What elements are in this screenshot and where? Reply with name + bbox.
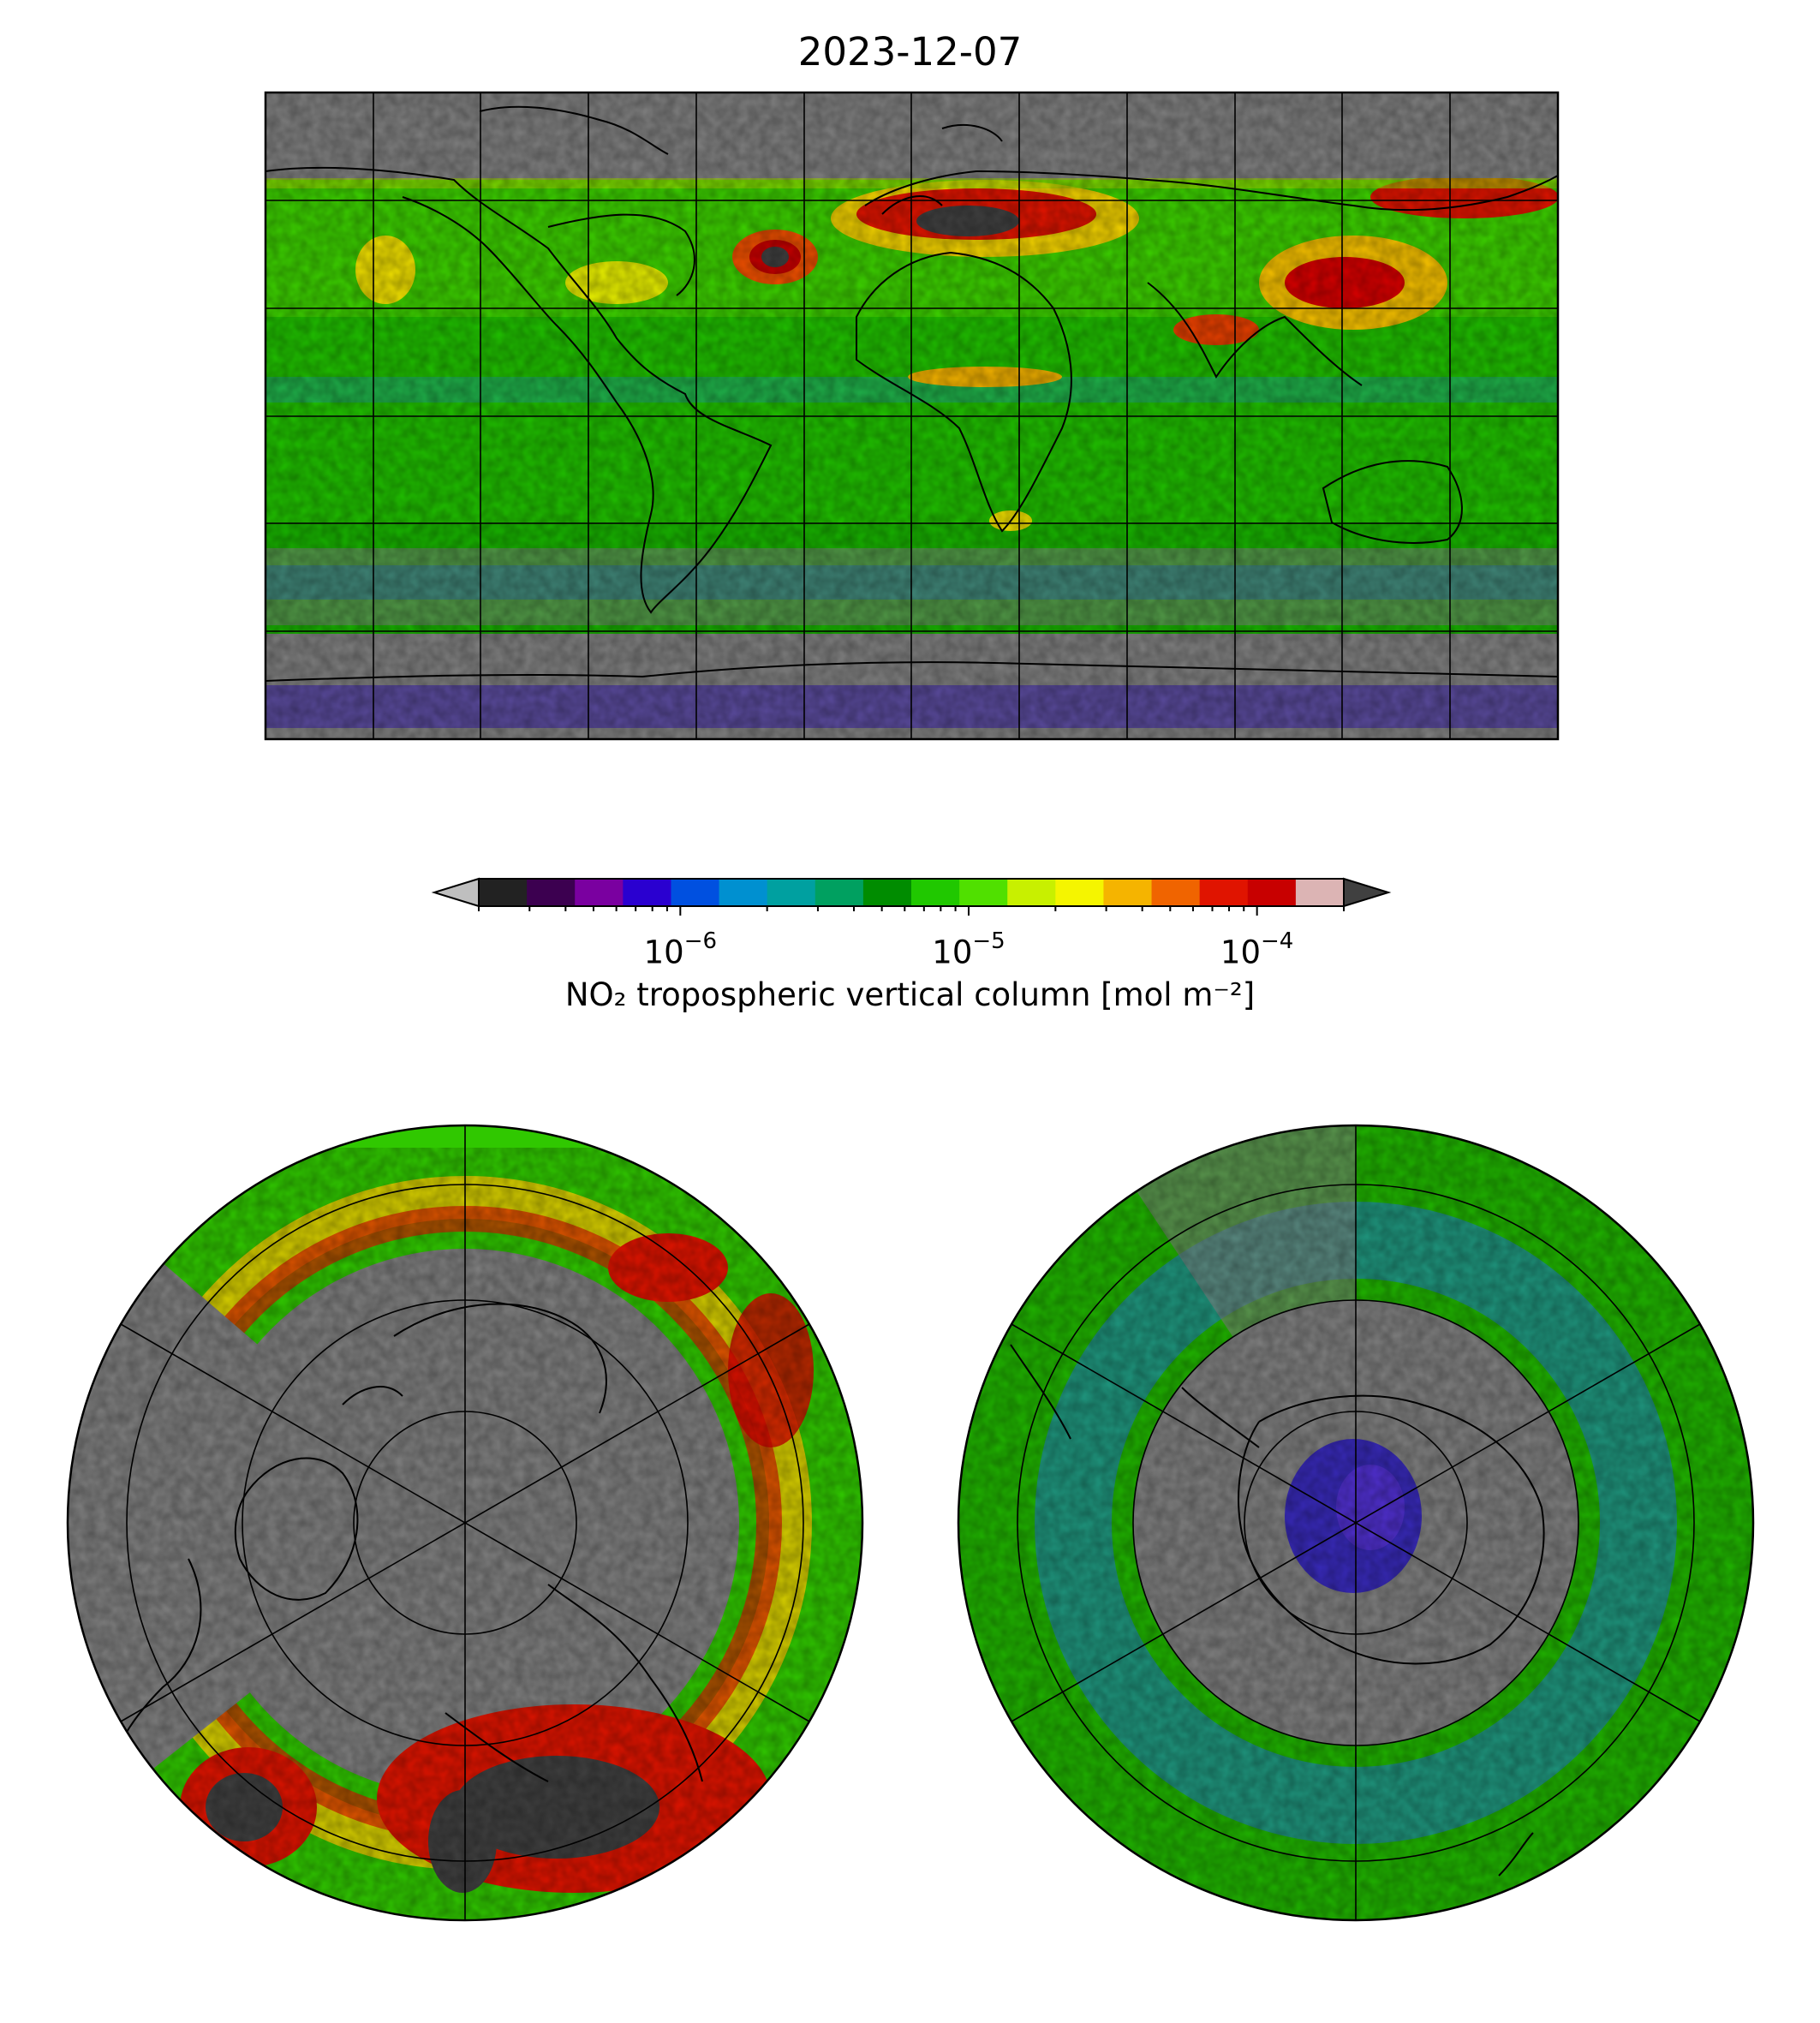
north-polar-field — [68, 1125, 862, 1920]
colorbar-tick-label: 10−6 — [643, 928, 717, 971]
colorbar-tick-exponent: −4 — [1261, 928, 1294, 954]
colorbar-segment — [1199, 879, 1249, 906]
colorbar-segment — [671, 879, 720, 906]
colorbar-tick-base: 10 — [932, 934, 973, 971]
colorbar-tick-base: 10 — [1220, 934, 1262, 971]
global-map-frame — [264, 91, 1560, 741]
north-polar-frame — [66, 1124, 864, 1922]
colorbar-segment — [1103, 879, 1153, 906]
colorbar-segment — [862, 879, 912, 906]
colorbar-segment — [767, 879, 816, 906]
colorbar-tick-base: 10 — [643, 934, 684, 971]
colorbar-segment — [1295, 879, 1345, 906]
colorbar-tick-label: 10−4 — [1220, 928, 1293, 971]
global-gridlines — [266, 92, 1558, 739]
colorbar-label: NO₂ tropospheric vertical column [mol m⁻… — [564, 976, 1256, 1013]
south-polar-map — [957, 1124, 1755, 1922]
global-map — [264, 91, 1560, 741]
south-polar-frame — [957, 1124, 1755, 1922]
colorbar-segment — [1151, 879, 1201, 906]
colorbar-segment — [815, 879, 864, 906]
colorbar-over-extend — [1343, 877, 1392, 908]
figure-title: 2023-12-07 — [797, 29, 1023, 75]
colorbar-segment — [1007, 879, 1056, 906]
colorbar-ticks — [478, 906, 1345, 916]
colorbar-segment — [959, 879, 1008, 906]
colorbar-segment — [575, 879, 624, 906]
colorbar-segment — [1247, 879, 1297, 906]
colorbar-segment — [1055, 879, 1105, 906]
colorbar-segment — [527, 879, 576, 906]
colorbar-tick-exponent: −6 — [683, 928, 718, 954]
colorbar-tick-exponent: −5 — [972, 928, 1005, 954]
colorbar-segments — [479, 879, 1345, 906]
colorbar-segment — [479, 879, 528, 906]
colorbar-segment — [911, 879, 960, 906]
colorbar-segment — [719, 879, 768, 906]
north-polar-gridlines — [120, 1125, 810, 1920]
north-polar-map — [66, 1124, 864, 1922]
colorbar-tick-label: 10−5 — [932, 928, 1005, 971]
colorbar — [431, 877, 1392, 916]
colorbar-segment — [623, 879, 672, 906]
south-polar-gridlines — [1011, 1125, 1701, 1920]
colorbar-under-extend — [431, 877, 480, 908]
